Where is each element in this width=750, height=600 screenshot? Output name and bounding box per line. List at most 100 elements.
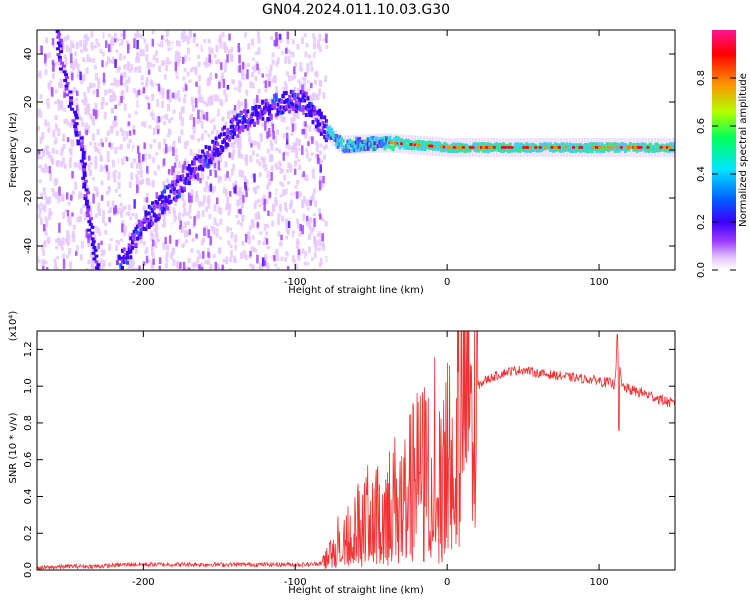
heatmap-cell xyxy=(672,144,675,149)
heatmap-cell xyxy=(403,139,407,144)
heatmap-cell xyxy=(289,51,293,56)
heatmap-cell xyxy=(444,137,447,157)
heatmap-cell xyxy=(74,130,79,134)
heatmap-cell xyxy=(270,165,274,172)
heatmap-cell xyxy=(167,40,171,47)
heatmap-cell xyxy=(228,83,232,89)
heatmap-cell xyxy=(94,109,98,120)
heatmap-cell xyxy=(147,224,151,229)
heatmap-cell xyxy=(285,126,289,131)
heatmap-cell xyxy=(214,136,218,141)
heatmap-cell xyxy=(191,104,195,112)
heatmap-cell xyxy=(171,47,175,54)
heatmap-cell xyxy=(81,176,86,180)
heatmap-cell xyxy=(279,39,283,44)
heatmap-cell xyxy=(279,181,283,186)
heatmap-cell xyxy=(492,146,496,149)
heatmap-cell xyxy=(83,197,88,201)
snr-y-tick-label: 0.8 xyxy=(23,415,34,431)
heatmap-cell xyxy=(66,254,70,259)
heatmap-cell xyxy=(216,191,220,198)
heatmap-cell xyxy=(167,47,171,52)
heatmap-cell xyxy=(244,32,248,38)
heatmap-cell xyxy=(119,207,123,212)
heatmap-cell xyxy=(501,142,505,147)
heatmap-cell xyxy=(94,254,99,258)
heatmap-cell xyxy=(264,80,268,89)
heatmap-cell xyxy=(592,144,596,149)
heatmap-cell xyxy=(160,35,164,40)
heatmap-cell xyxy=(453,149,457,154)
heatmap-cell xyxy=(164,198,168,203)
heatmap-cell xyxy=(139,160,143,165)
heatmap-cell xyxy=(607,142,611,147)
heatmap-cell xyxy=(85,268,89,270)
heatmap-cell xyxy=(171,183,175,188)
heatmap-cell xyxy=(331,134,335,139)
heatmap-cell xyxy=(304,51,308,58)
heatmap-cell xyxy=(349,148,353,153)
heatmap-cell xyxy=(236,127,240,132)
heatmap-cell xyxy=(198,94,202,100)
heatmap-cell xyxy=(42,248,46,256)
heatmap-cell xyxy=(275,165,279,170)
heatmap-cell xyxy=(420,144,424,149)
heatmap-cell xyxy=(130,162,134,169)
heatmap-cell xyxy=(334,134,338,139)
heatmap-cell xyxy=(214,170,217,178)
heatmap-cell xyxy=(76,142,81,146)
heatmap-cell xyxy=(68,216,72,225)
heatmap-cell xyxy=(253,121,257,126)
heatmap-cell xyxy=(284,188,288,195)
heatmap-cell xyxy=(127,243,131,248)
heatmap-cell xyxy=(254,104,258,109)
heatmap-cell xyxy=(564,146,568,149)
heatmap-cell xyxy=(234,116,238,121)
heatmap-cell xyxy=(282,189,286,197)
heatmap-cell xyxy=(439,145,443,149)
heatmap-cell xyxy=(156,164,160,169)
heatmap-cell xyxy=(115,121,119,127)
heatmap-cell xyxy=(165,130,169,137)
heatmap-cell xyxy=(430,145,434,150)
heatmap-cell xyxy=(76,30,80,36)
heatmap-cell xyxy=(513,146,517,151)
heatmap-cell xyxy=(127,204,131,211)
heatmap-cell xyxy=(322,175,325,184)
heatmap-cell xyxy=(200,172,204,180)
heatmap-cell xyxy=(229,191,232,197)
heatmap-cell xyxy=(358,147,362,152)
heatmap-cell xyxy=(282,231,286,235)
heatmap-cell xyxy=(53,263,57,270)
heatmap-cell xyxy=(339,137,343,142)
heatmap-cell xyxy=(87,220,92,224)
heatmap-cell xyxy=(155,166,159,172)
heatmap-cell xyxy=(333,136,337,141)
heatmap-cell xyxy=(48,166,52,174)
heatmap-cell xyxy=(224,59,228,66)
heatmap-cell xyxy=(85,228,88,239)
heatmap-cell xyxy=(46,122,50,127)
heatmap-cell xyxy=(161,185,165,193)
heatmap-cell xyxy=(174,53,178,62)
heatmap-cell xyxy=(118,273,121,277)
heatmap-cell xyxy=(57,98,61,104)
heatmap-cell xyxy=(56,41,61,45)
heatmap-cell xyxy=(43,53,47,64)
heatmap-cell xyxy=(176,194,180,199)
heatmap-cell xyxy=(383,146,387,151)
heatmap-cell xyxy=(183,161,187,170)
heatmap-cell xyxy=(225,256,229,262)
heatmap-cell xyxy=(100,101,104,110)
heatmap-cell xyxy=(650,138,654,158)
heatmap-cell xyxy=(218,81,221,89)
heatmap-cell xyxy=(598,146,602,149)
heatmap-cell xyxy=(125,40,129,44)
heatmap-cell xyxy=(154,223,158,232)
heatmap-cell xyxy=(318,80,322,86)
heatmap-cell xyxy=(58,82,62,89)
heatmap-cell xyxy=(184,35,188,42)
heatmap-cell xyxy=(62,211,66,219)
heatmap-cell xyxy=(522,148,526,153)
heatmap-cell xyxy=(258,203,262,208)
